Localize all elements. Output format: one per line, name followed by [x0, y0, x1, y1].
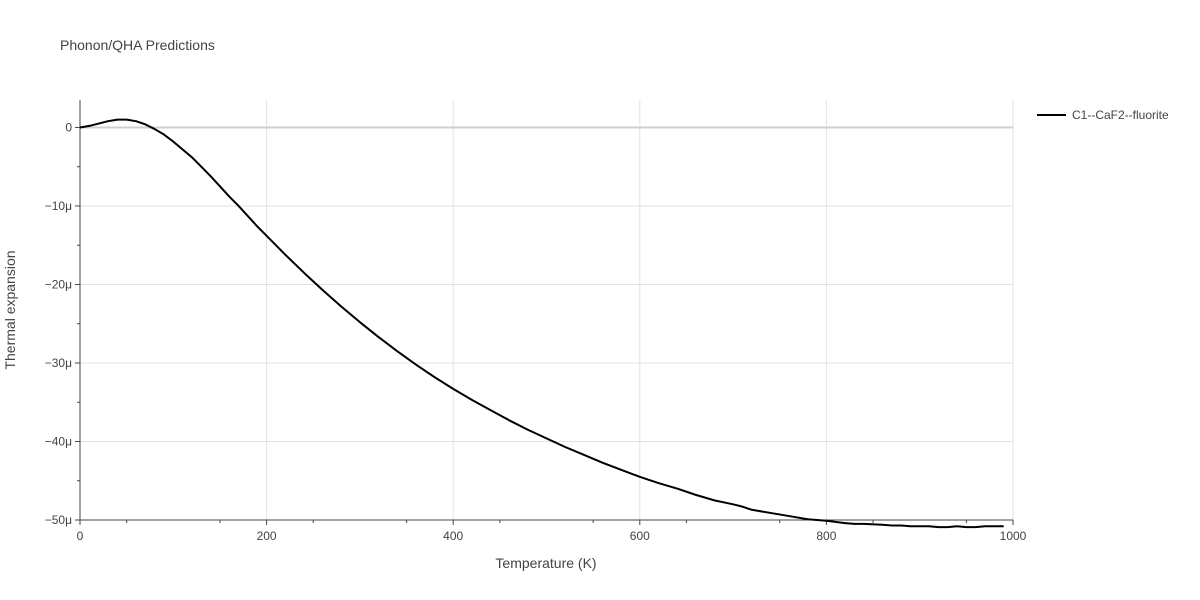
- x-tick-label: 200: [257, 529, 277, 543]
- x-tick-label: 800: [816, 529, 836, 543]
- y-axis-title: Thermal expansion: [2, 250, 18, 369]
- legend-label[interactable]: C1--CaF2--fluorite: [1072, 108, 1169, 122]
- x-axis-title: Temperature (K): [495, 555, 596, 571]
- y-tick-label: −10μ: [45, 199, 72, 213]
- y-tick-label: 0: [65, 120, 72, 134]
- y-tick-label: −50μ: [45, 513, 72, 527]
- tick-labels: 0 200 400 600 800 1000 0 −10μ −20μ −30μ −40μ −50μ: [45, 120, 1027, 543]
- y-tick-label: −20μ: [45, 277, 72, 291]
- chart-title: Phonon/QHA Predictions: [60, 37, 215, 53]
- axes: [75, 100, 1014, 525]
- x-tick-label: 400: [443, 529, 463, 543]
- x-tick-label: 600: [630, 529, 650, 543]
- x-tick-label: 0: [77, 529, 84, 543]
- x-tick-label: 1000: [1000, 529, 1027, 543]
- y-tick-label: −30μ: [45, 356, 72, 370]
- series-layer: [79, 118, 1004, 529]
- y-tick-label: −40μ: [45, 434, 72, 448]
- series-line[interactable]: [79, 118, 1004, 529]
- legend[interactable]: C1--CaF2--fluorite: [1037, 108, 1169, 122]
